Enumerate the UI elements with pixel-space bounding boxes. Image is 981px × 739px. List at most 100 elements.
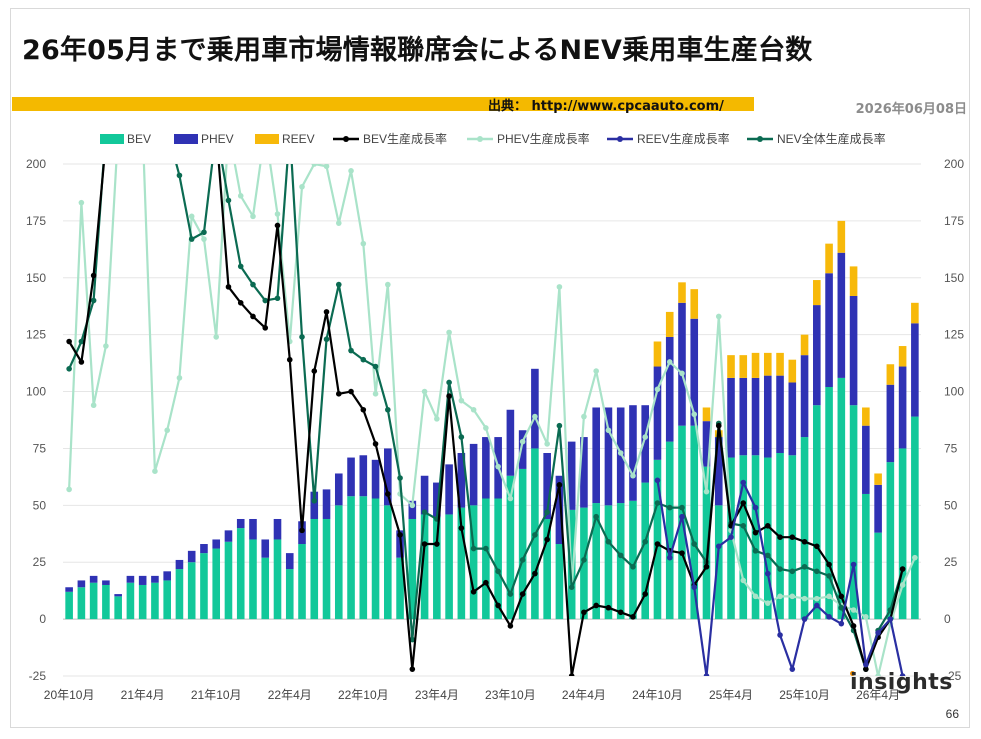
bar-bev xyxy=(862,493,870,620)
bar-reev xyxy=(653,341,662,367)
line-nev-rate-point xyxy=(103,127,109,133)
line-bev-rate-point xyxy=(863,666,869,672)
y-tick-label-left: 50 xyxy=(33,498,47,512)
line-nev-rate-point xyxy=(801,563,808,570)
line-nev-rate-point xyxy=(483,545,489,552)
bar-reev xyxy=(727,355,735,378)
bar-bev xyxy=(433,516,441,620)
bar-reev xyxy=(886,364,895,385)
bar-phev xyxy=(285,553,294,570)
line-nev-rate-point xyxy=(679,504,685,511)
line-nev-rate-point xyxy=(323,336,330,343)
line-bev-rate-point xyxy=(274,222,281,229)
page-number: 66 xyxy=(945,707,959,721)
bar-phev xyxy=(126,575,135,583)
line-nev-rate-point xyxy=(740,523,747,529)
line-bev-rate-point xyxy=(617,609,624,616)
line-phev-rate-point xyxy=(740,577,747,584)
line-reev-rate-point xyxy=(764,570,771,577)
bar-bev xyxy=(261,557,270,620)
bar-phev xyxy=(874,484,882,533)
line-reev-rate-point xyxy=(777,632,783,638)
line-phev-rate-point xyxy=(789,593,796,600)
bar-phev xyxy=(187,550,196,563)
line-bev-rate-point xyxy=(237,300,244,306)
bar-bev xyxy=(763,457,772,620)
bar-phev xyxy=(89,575,98,583)
x-tick-label: 25年10月 xyxy=(779,688,830,702)
y-tick-label-right: 0 xyxy=(944,612,951,626)
line-bev-rate-point xyxy=(335,391,342,397)
bar-phev xyxy=(580,437,588,508)
bar-bev xyxy=(371,498,380,620)
line-phev-rate-point xyxy=(360,240,367,247)
line-reev-rate-point xyxy=(703,673,710,676)
bar-bev xyxy=(408,518,417,620)
line-phev-rate-point xyxy=(642,434,649,440)
bar-phev xyxy=(433,482,441,517)
line-reev-rate-point xyxy=(838,620,845,627)
bar-bev xyxy=(665,441,674,620)
bar-reev xyxy=(862,407,870,426)
bar-bev xyxy=(89,582,98,620)
bar-bev xyxy=(714,505,723,620)
bar-phev xyxy=(800,355,809,438)
line-phev-rate-point xyxy=(421,388,428,395)
line-bev-rate-point xyxy=(764,523,771,529)
bar-bev xyxy=(212,548,221,620)
x-tick-label: 22年10月 xyxy=(338,688,389,702)
legend-phev-swatch xyxy=(174,134,198,144)
x-tick-label: 25年4月 xyxy=(709,688,753,702)
bar-phev xyxy=(665,336,674,442)
line-bev-rate-point xyxy=(789,534,796,540)
line-phev-rate-point xyxy=(507,495,514,502)
line-bev-rate-point xyxy=(483,579,489,586)
bar-phev xyxy=(151,575,159,583)
line-nev-rate-point xyxy=(532,532,538,538)
line-phev-rate-point xyxy=(250,213,256,220)
line-phev-rate-point xyxy=(605,427,612,434)
line-phev-rate-point xyxy=(752,593,759,600)
line-bev-rate-point xyxy=(507,623,514,629)
bar-reev xyxy=(837,220,846,253)
bar-reev xyxy=(874,473,882,485)
bar-phev xyxy=(886,384,895,463)
line-phev-rate-point xyxy=(103,343,109,349)
bar-reev xyxy=(788,359,797,383)
line-phev-rate-point xyxy=(715,313,722,320)
logo-dot-icon xyxy=(850,671,855,676)
line-bev-rate-point xyxy=(421,541,428,547)
line-phev-rate-point xyxy=(899,582,906,588)
bar-phev xyxy=(653,366,662,460)
line-phev-rate-point xyxy=(311,164,318,167)
bar-phev xyxy=(482,437,490,499)
line-phev-rate-point xyxy=(115,127,121,133)
line-phev-rate-point xyxy=(777,593,783,600)
line-nev-rate-point xyxy=(152,127,158,133)
line-phev-rate-point xyxy=(213,334,220,340)
x-tick-label: 21年4月 xyxy=(121,688,165,702)
slide-title: 26年05月まで乗用車市場情報聯席会によるNEV乗用車生産台数 xyxy=(22,35,813,66)
line-nev-rate-point xyxy=(299,334,305,340)
bar-bev xyxy=(396,557,404,620)
bar-bev xyxy=(469,505,478,620)
bar-phev xyxy=(788,382,797,456)
bar-bev xyxy=(898,448,907,620)
x-tick-label: 24年4月 xyxy=(562,688,606,702)
line-bev-rate-point xyxy=(434,541,440,547)
bar-bev xyxy=(200,553,208,620)
bar-bev xyxy=(175,569,184,620)
bar-phev xyxy=(592,407,600,504)
line-bev-rate-point xyxy=(458,525,465,531)
bar-bev xyxy=(506,475,515,620)
line-phev-rate-point xyxy=(581,413,587,420)
line-phev-rate-point xyxy=(617,450,624,456)
bar-phev xyxy=(849,295,858,406)
legend-reev-rate-marker xyxy=(617,136,623,142)
line-nev-rate-point xyxy=(814,568,820,575)
bar-bev xyxy=(813,405,821,620)
date-label: 2026年06月08日 xyxy=(855,102,967,117)
bar-reev xyxy=(825,243,833,274)
line-reev-rate-point xyxy=(679,513,685,520)
